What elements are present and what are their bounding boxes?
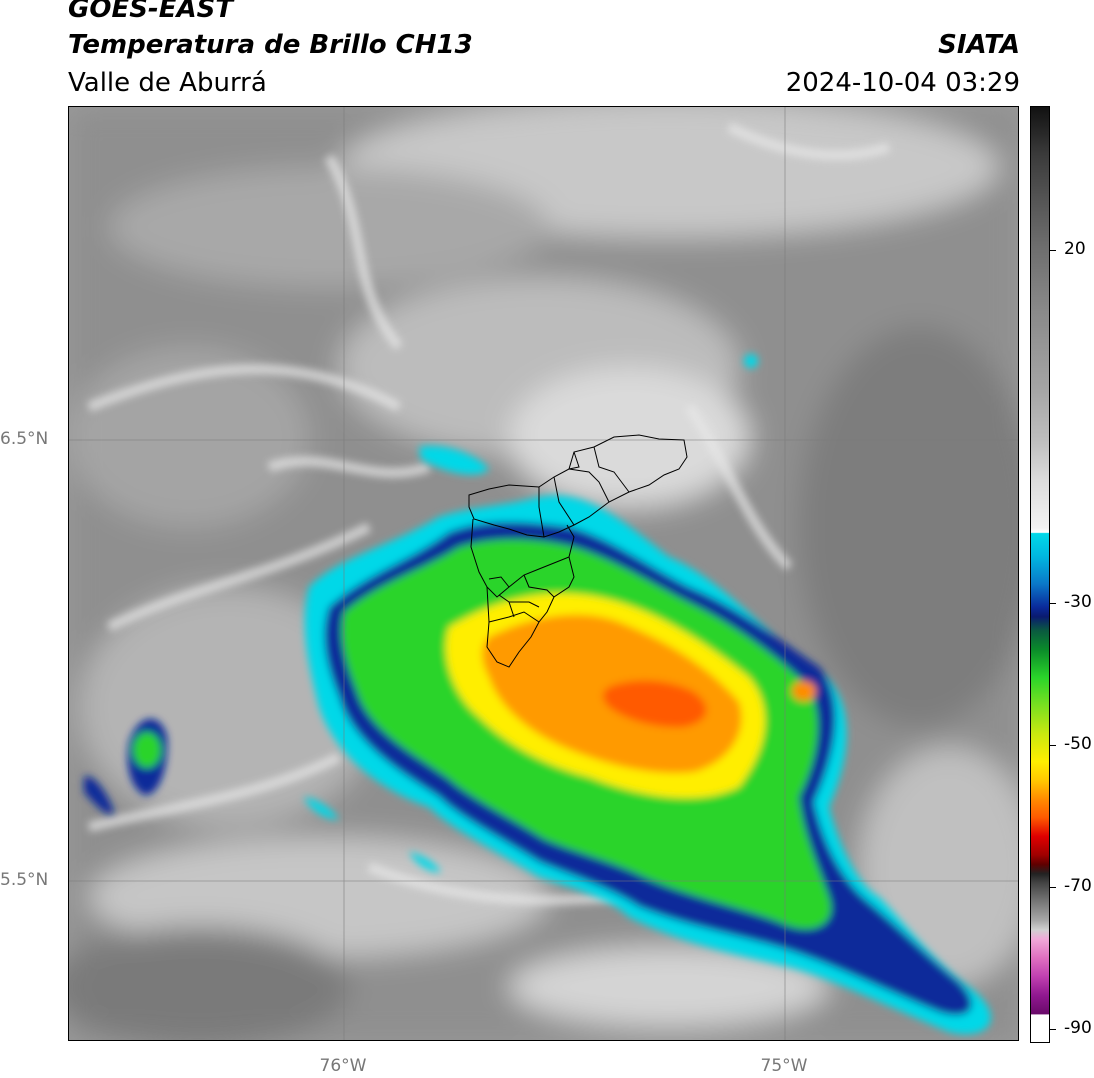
lon-label-75: 75°W — [760, 1056, 808, 1076]
colorbar-label-neg70: -70 — [1064, 876, 1092, 896]
colorbar-tick-neg30 — [1050, 603, 1056, 604]
product-title: Temperatura de Brillo CH13 — [68, 30, 473, 60]
colorbar-label-20: 20 — [1064, 239, 1086, 259]
colorbar-label-neg50: -50 — [1064, 734, 1092, 754]
colorbar-label-neg90: -90 — [1064, 1018, 1092, 1038]
satellite-map[interactable] — [68, 106, 1019, 1041]
storm-cloud — [304, 495, 991, 1035]
graticule — [69, 107, 1018, 1040]
map-canvas — [69, 107, 1018, 1040]
isolated-cells — [84, 354, 758, 873]
colorbar-tick-neg90 — [1050, 1029, 1056, 1030]
colorbar-tick-neg70 — [1050, 887, 1056, 888]
organization-label: SIATA — [938, 30, 1020, 60]
background-texture — [69, 107, 1018, 1040]
lat-label-6-5: 6.5°N — [0, 429, 49, 449]
lat-label-5-5: 5.5°N — [0, 870, 49, 890]
region-label: Valle de Aburrá — [68, 68, 267, 98]
background-streaks — [87, 122, 891, 906]
storm-red-core — [603, 680, 707, 728]
colorbar — [1030, 106, 1050, 1043]
colorbar-tick-20 — [1050, 250, 1056, 251]
municipal-boundaries — [468, 434, 688, 668]
colorbar-tick-neg50 — [1050, 745, 1056, 746]
storm-red-spot — [792, 681, 816, 701]
satellite-title: GOES-EAST — [68, 0, 234, 24]
colorbar-label-neg30: -30 — [1064, 592, 1092, 612]
timestamp-label: 2024-10-04 03:29 — [785, 68, 1020, 98]
lon-label-76: 76°W — [319, 1056, 367, 1076]
